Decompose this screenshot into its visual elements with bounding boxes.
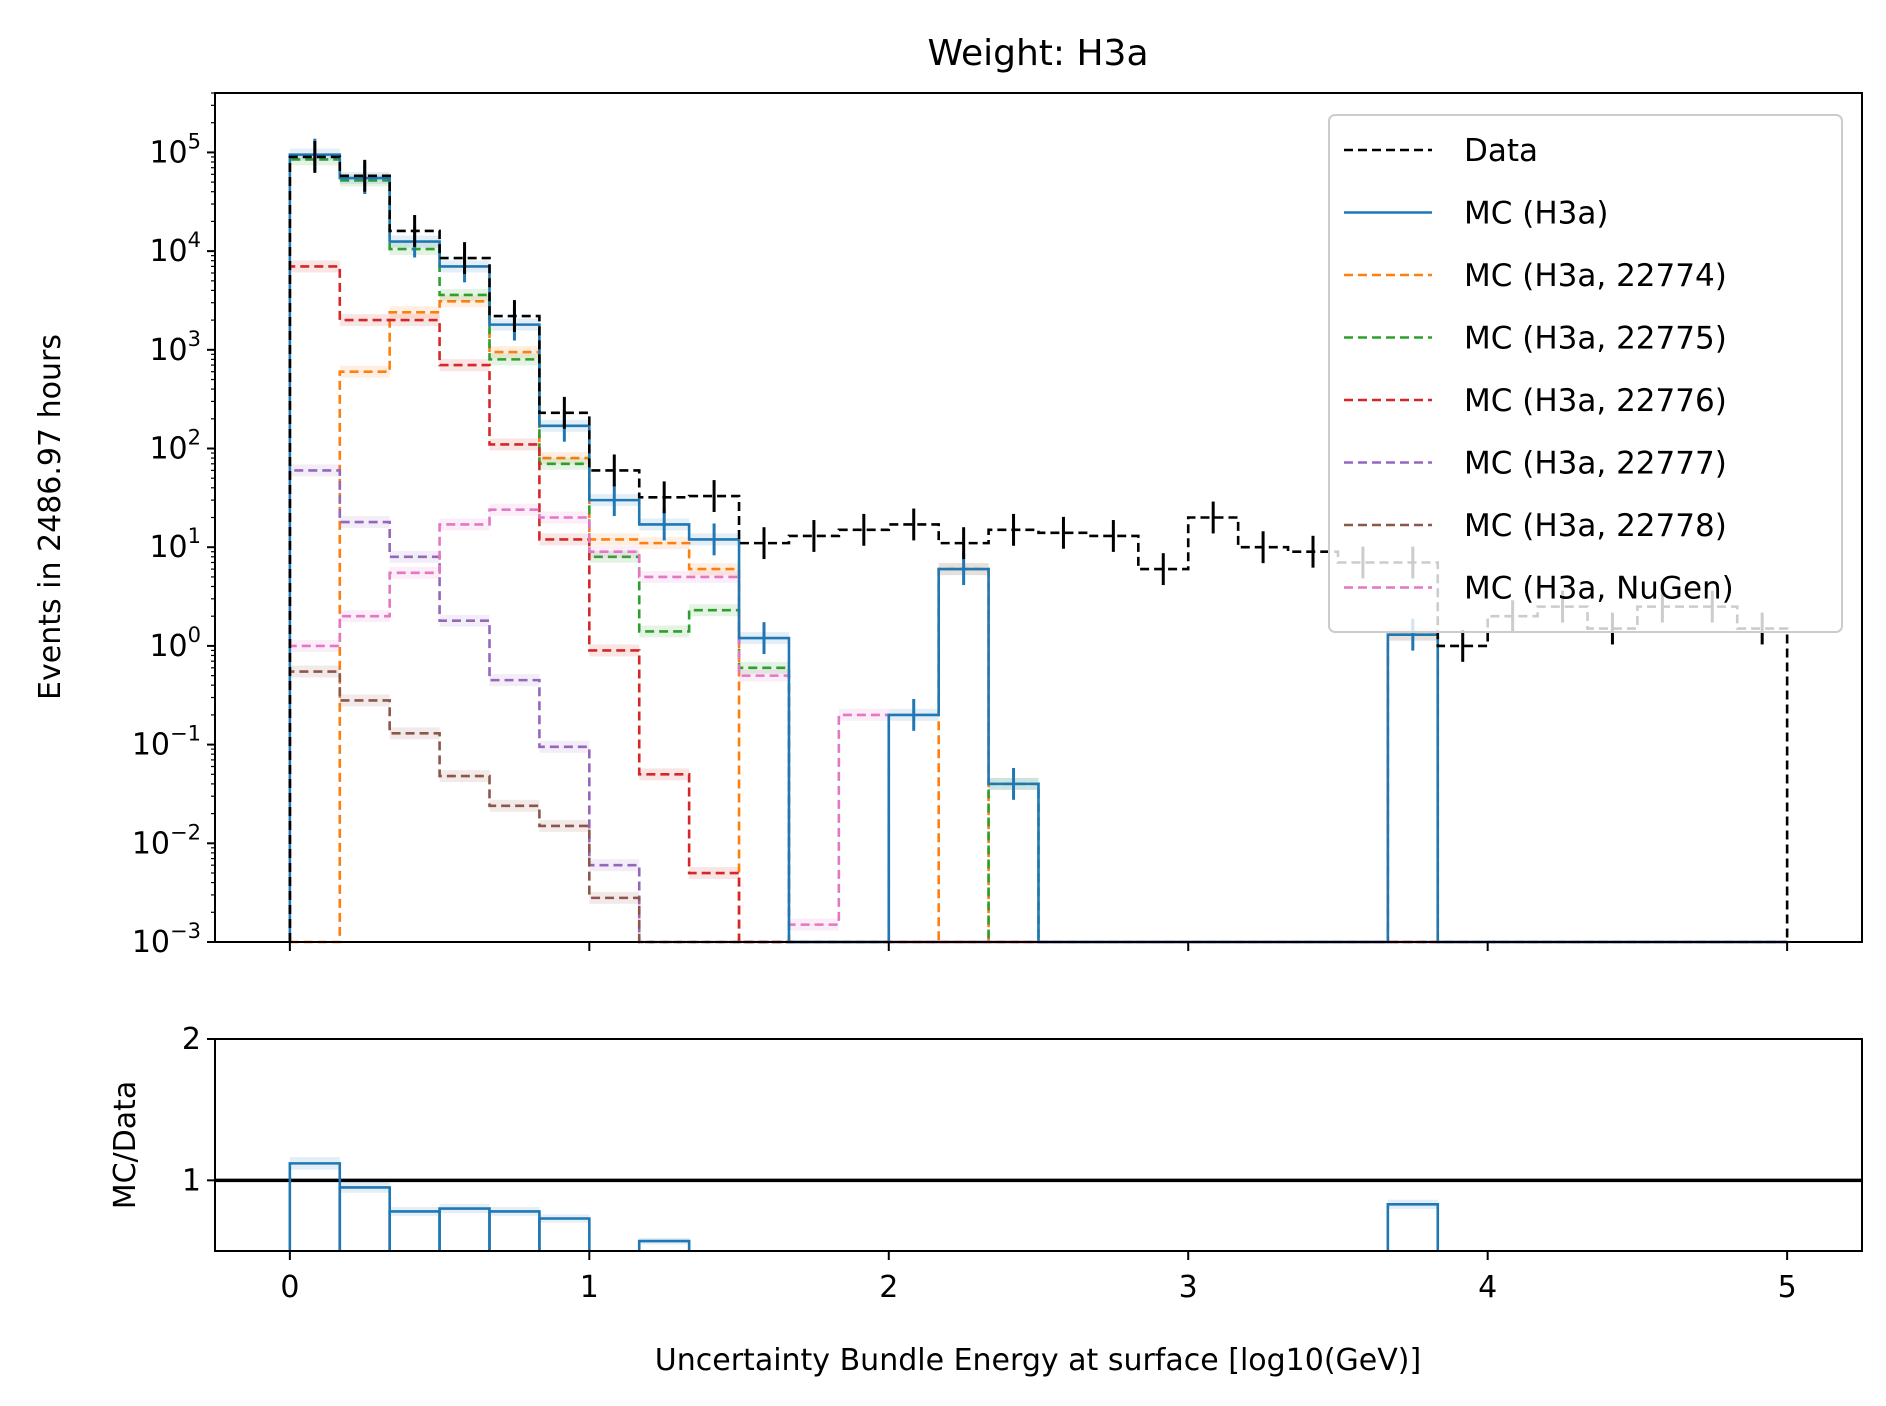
band-mc-h3a-22778-1 (339, 694, 390, 707)
legend-label-mc-h3a-22776: MC (H3a, 22776) (1464, 383, 1727, 419)
band-mc-h3a-22776-3 (439, 359, 490, 372)
ratio-x-tick-label-2: 2 (879, 1270, 898, 1305)
band-mc-h3a-nugen-4 (489, 503, 540, 516)
legend-label-mc-h3a: MC (H3a) (1464, 196, 1608, 232)
main-y-tick-label-5: 102 (149, 426, 201, 467)
ratio-x-tick-label-0: 0 (280, 1270, 299, 1305)
band-mc-h3a-22774-7 (639, 537, 690, 550)
legend-label-mc-h3a-22774: MC (H3a, 22774) (1464, 258, 1727, 294)
legend: Data MC (H3a) MC (H3a, 22774) MC (H3a, 2277… (1328, 114, 1843, 633)
band-mc-h3a-22774-6 (589, 533, 640, 546)
legend-label-mc-h3a-nugen: MC (H3a, NuGen) (1464, 571, 1734, 607)
band-mc-h3a-22777-1 (339, 516, 390, 529)
ratio-x-tick-label-4: 4 (1478, 1270, 1497, 1305)
ratio-y-ticks: 12 (182, 1022, 215, 1198)
main-y-tick-label-0: 10−3 (132, 919, 201, 960)
main-y-tick-label-7: 104 (149, 228, 201, 269)
x-axis-label: Uncertainty Bundle Energy at surface [lo… (655, 1343, 1421, 1378)
ratio-step-7 (1386, 1203, 1440, 1251)
band-mc-h3a-22778-5 (539, 819, 590, 832)
legend-label-mc-h3a-22778: MC (H3a, 22778) (1464, 508, 1727, 544)
ratio-plot-frame (214, 1038, 1863, 1252)
main-y-axis-label: Events in 2486.97 hours (33, 334, 68, 700)
main-y-tick-label-6: 103 (149, 327, 201, 368)
band-mc-h3a-nugen-8 (689, 570, 740, 583)
legend-label-mc-h3a-22777: MC (H3a, 22777) (1464, 446, 1727, 482)
ratio-y-tick-label-1: 2 (182, 1022, 201, 1057)
ratio-step-5 (538, 1217, 591, 1251)
ratio-step-6 (637, 1239, 691, 1251)
ratio-x-tick-label-1: 1 (580, 1270, 599, 1305)
ratio-y-tick-label-0: 1 (182, 1163, 201, 1198)
band-mc-h3a-22778-2 (389, 727, 440, 740)
band-mc-h3a-22777-4 (489, 674, 540, 687)
ratio-y-axis-label: MC/Data (108, 1081, 143, 1210)
main-y-tick-label-4: 101 (149, 524, 201, 565)
main-x-ticks (288, 942, 1789, 951)
band-mc-h3a-22776-8 (689, 867, 740, 880)
band-mc-h3a-22777-2 (389, 550, 440, 563)
main-y-tick-label-2: 10−1 (132, 722, 201, 763)
band-mc-h3a-22774-2 (389, 306, 440, 319)
legend-box (1328, 114, 1843, 633)
ratio-series-layer (215, 1157, 1862, 1251)
ratio-x-tick-label-5: 5 (1778, 1270, 1797, 1305)
legend-label-data: Data (1464, 133, 1538, 169)
band-mc-h3a-22776-6 (589, 644, 640, 657)
chart-title: Weight: H3a (927, 33, 1148, 74)
line-mc-h3a (288, 153, 1788, 944)
main-plot: 10−3 10−2 10−1 100 101 102 103 104 105 Events in… (33, 92, 1863, 960)
legend-label-mc-h3a-22775: MC (H3a, 22775) (1464, 321, 1727, 357)
main-y-tick-label-1: 10−2 (132, 820, 201, 861)
main-y-ticks: 10−3 10−2 10−1 100 101 102 103 104 105 (132, 92, 215, 960)
ratio-x-tick-label-3: 3 (1179, 1270, 1198, 1305)
line-mc-h3a-nugen (288, 508, 1788, 944)
main-y-tick-label-8: 105 (149, 129, 201, 170)
band-mc-h3a-22778-4 (489, 799, 540, 812)
main-y-tick-label-3: 100 (149, 623, 201, 664)
band-mc-h3a-22777-3 (439, 614, 490, 627)
ratio-x-ticks: 0 1 2 3 4 5 (280, 1251, 1797, 1305)
band-mc-h3a-nugen-0 (289, 639, 340, 652)
legend-items: Data MC (H3a) MC (H3a, 22774) MC (H3a, 2277… (1344, 133, 1734, 607)
band-mc-h3a-nugen-10 (788, 918, 839, 931)
series-mc-h3a-nugen (288, 503, 1788, 944)
band-mc-h3a-22778-6 (589, 891, 640, 904)
